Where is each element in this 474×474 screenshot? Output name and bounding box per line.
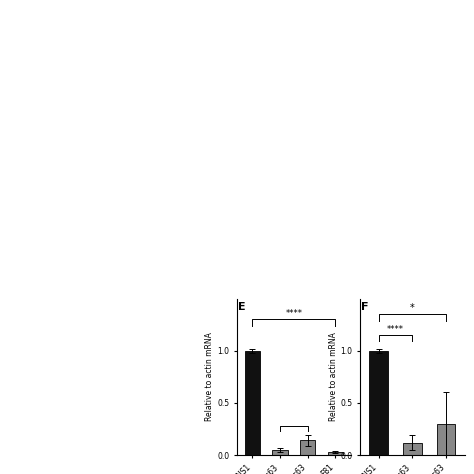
Bar: [245, 351, 260, 455]
Bar: [370, 351, 388, 455]
Bar: [403, 443, 422, 455]
Bar: [300, 440, 315, 455]
Bar: [273, 450, 288, 455]
Y-axis label: Relative to actin mRNA: Relative to actin mRNA: [205, 332, 214, 421]
Text: ****: ****: [387, 325, 404, 334]
Text: *: *: [410, 303, 415, 313]
Text: ****: ****: [285, 310, 302, 319]
Y-axis label: Relative to actin mRNA: Relative to actin mRNA: [328, 332, 337, 421]
Bar: [328, 452, 343, 455]
Text: E: E: [238, 302, 246, 312]
Bar: [437, 424, 455, 455]
Text: F: F: [361, 302, 369, 312]
